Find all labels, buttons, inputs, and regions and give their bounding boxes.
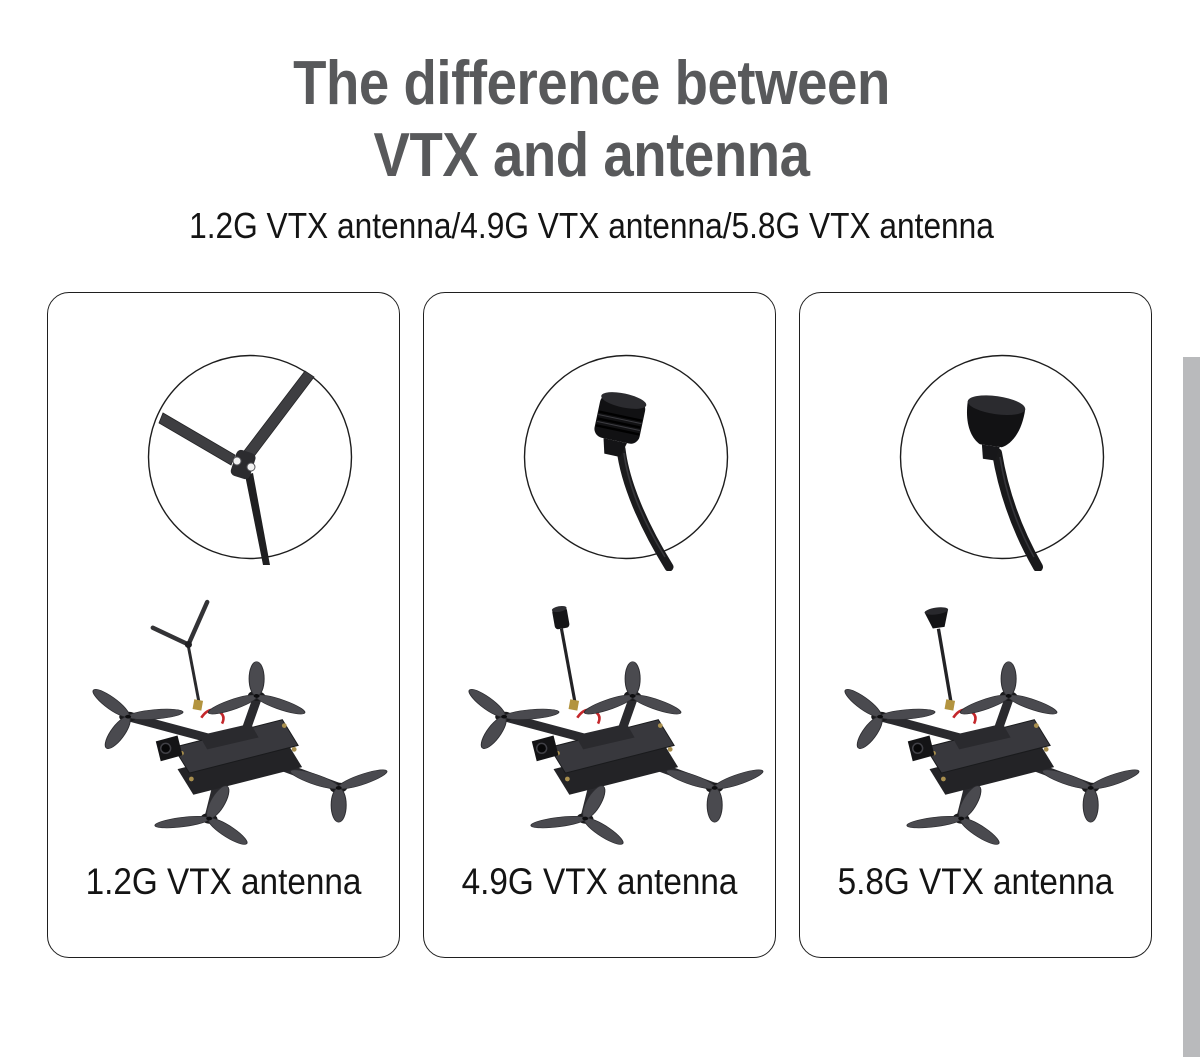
v-dipole-antenna-detail-icon <box>147 354 352 565</box>
cylinder-cap-whip-antenna-detail-icon <box>523 354 728 571</box>
page-title: The difference between VTX and antenna <box>71 48 1112 192</box>
header: The difference between VTX and antenna 1… <box>0 0 1183 246</box>
card-5-8g-vtx-antenna: 5.8G VTX antenna <box>799 292 1152 958</box>
page-subtitle: 1.2G VTX antenna/4.9G VTX antenna/5.8G V… <box>189 204 994 246</box>
antenna-comparison-cards: 1.2G VTX antenna <box>47 292 1152 958</box>
fpv-drone-with-mushroom-cap-antenna <box>803 607 1149 878</box>
page-title-line-1: The difference between <box>293 49 890 118</box>
card-label-4-9g: 4.9G VTX antenna <box>461 861 738 902</box>
mushroom-cap-whip-antenna-detail-icon <box>899 354 1104 571</box>
scrollbar-thumb[interactable] <box>1183 357 1200 1057</box>
page-title-line-2: VTX and antenna <box>373 120 810 190</box>
fpv-drone-with-cylinder-cap-antenna <box>427 606 773 878</box>
card-1-2g-vtx-antenna: 1.2G VTX antenna <box>47 292 400 958</box>
cylinder-cap-antenna-on-drone <box>551 606 577 705</box>
mushroom-cap-antenna-on-drone <box>924 607 953 705</box>
v-dipole-antenna-on-drone <box>150 599 209 705</box>
card-label-1-2g: 1.2G VTX antenna <box>85 861 362 902</box>
fpv-drone-with-v-dipole-antenna <box>51 599 397 878</box>
card-4-9g-vtx-antenna: 4.9G VTX antenna <box>423 292 776 958</box>
card-label-5-8g: 5.8G VTX antenna <box>837 861 1114 902</box>
